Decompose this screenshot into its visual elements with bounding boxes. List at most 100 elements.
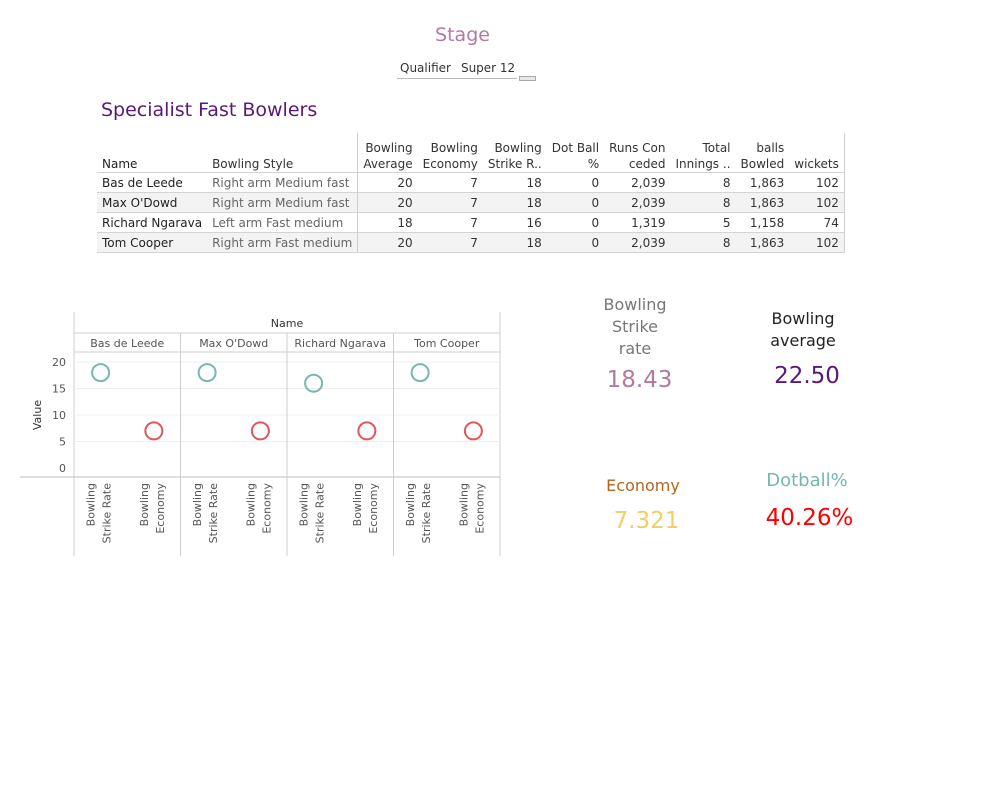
measure-label: Bowling [138, 483, 151, 526]
table-cell: 1,863 [735, 172, 790, 193]
table-cell: 74 [789, 212, 845, 233]
data-point [144, 421, 164, 441]
column-header[interactable]: Bowling Average [358, 133, 418, 173]
data-point [410, 363, 430, 383]
y-tick-label: 15 [52, 383, 66, 396]
column-header-line: Bowled [740, 157, 785, 171]
y-tick-label: 10 [52, 409, 66, 422]
data-point [91, 363, 111, 383]
column-header-line: Dot Ball [551, 141, 600, 155]
kpi-average-value: 22.50 [774, 363, 840, 389]
kpi-strike-rate-label-2: Strike [612, 317, 658, 336]
column-header[interactable]: Bowling Economy [418, 133, 483, 173]
table-cell: 5 [670, 212, 736, 233]
stage-filter-title: Stage [435, 24, 490, 46]
table-row[interactable]: Max O'Dowd Right arm Medium fast 20 7 18 0 2,0… [97, 192, 845, 213]
table-cell: 18 [482, 192, 547, 213]
table-row[interactable]: Tom Cooper Right arm Fast medium 20 7 18 0 2,0… [97, 232, 845, 253]
kpi-dotball: Dotball% 40.26% [757, 470, 857, 531]
column-header[interactable]: wickets [789, 133, 845, 173]
column-header-line: % [587, 157, 600, 171]
column-header-line: Average [363, 157, 413, 171]
table-cell: 0 [546, 232, 605, 253]
table-cell: 1,158 [735, 212, 790, 233]
table-cell: 1,863 [735, 232, 790, 253]
measure-label: Economy [154, 483, 167, 534]
kpi-dotball-label: Dotball% [766, 470, 848, 491]
kpi-average-label-1: Bowling [771, 309, 835, 328]
table-row[interactable]: Bas de Leede Right arm Medium fast 20 7 18 0 2… [97, 172, 845, 193]
measure-label: Economy [260, 483, 273, 534]
stage-filter[interactable]: Qualifier Super 12 [400, 61, 525, 75]
column-header[interactable]: Dot Ball% [547, 133, 604, 173]
y-tick-label: 20 [52, 356, 66, 369]
column-header[interactable]: Runs Con ceded [604, 133, 670, 173]
kpi-dotball-value: 40.26% [765, 505, 854, 531]
y-tick-label: 0 [59, 462, 66, 475]
column-header-line: Total [702, 141, 731, 155]
table-cell: Bas de Leede [97, 172, 208, 193]
kpi-strike-rate-label-1: Bowling [603, 295, 667, 314]
table-cell: 18 [357, 212, 418, 233]
measure-label: Strike Rate [314, 483, 327, 544]
table-cell: 16 [482, 212, 547, 233]
table-cell: Right arm Fast medium [207, 232, 359, 253]
stage-filter-underline [397, 78, 517, 79]
table-cell: 0 [546, 192, 605, 213]
pane-label: Tom Cooper [413, 337, 480, 350]
measure-label: Economy [473, 483, 486, 534]
kpi-strike-rate-label-3: rate [618, 339, 652, 358]
table-title: Specialist Fast Bowlers [101, 99, 318, 121]
column-header-line: Bowling [430, 141, 478, 155]
table-cell: 18 [482, 232, 547, 253]
table-cell: 102 [789, 232, 845, 253]
column-header[interactable]: balls Bowled [736, 133, 790, 173]
pane-label: Bas de Leede [90, 337, 164, 350]
measure-label: Strike Rate [420, 483, 433, 544]
column-header-line: wickets [794, 157, 839, 171]
table-cell: 20 [357, 192, 418, 213]
table-cell: 1,319 [604, 212, 671, 233]
column-header[interactable]: Total Innings .. [671, 133, 736, 173]
table-cell: 7 [417, 212, 483, 233]
table-cell: Max O'Dowd [97, 192, 208, 213]
table-cell: 20 [357, 172, 418, 193]
measure-label: Strike Rate [101, 483, 114, 544]
data-point [197, 363, 217, 383]
table-cell: 2,039 [604, 232, 671, 253]
measure-label: Economy [367, 483, 380, 534]
column-header-line: Economy [422, 157, 478, 171]
table-row[interactable]: Richard Ngarava Left arm Fast medium 18 7 16… [97, 212, 845, 233]
measure-label: Bowling [191, 483, 204, 526]
table-cell: Right arm Medium fast [207, 172, 359, 193]
column-header[interactable]: Bowling Style [207, 133, 359, 173]
table-cell: 7 [417, 172, 483, 193]
table-cell: 8 [670, 232, 736, 253]
chart-y-axis-label: Value [31, 400, 44, 430]
stage-dropdown-button[interactable] [519, 76, 536, 81]
table-cell: 2,039 [604, 192, 671, 213]
kpi-strike-rate-value: 18.43 [606, 367, 673, 393]
kpi-economy-label: Economy [606, 476, 680, 495]
stage-option-super-12[interactable]: Super 12 [460, 61, 516, 75]
table-cell: 20 [357, 232, 418, 253]
column-header[interactable]: Name [97, 133, 207, 173]
column-header-line: Bowling [494, 141, 542, 155]
table-cell: Tom Cooper [97, 232, 208, 253]
table-cell: 8 [670, 192, 736, 213]
table-cell: Richard Ngarava [97, 212, 208, 233]
kpi-strike-rate: Bowling Strike rate 18.43 [585, 294, 685, 393]
column-header-line: Innings .. [675, 157, 731, 171]
measure-label: Bowling [298, 483, 311, 526]
pane-label: Richard Ngarava [294, 337, 386, 350]
column-header[interactable]: Bowling Strike R.. [483, 133, 547, 173]
data-point [304, 373, 324, 393]
bowlers-table: Name Bowling Style Bowling Average Bowling Ec… [97, 133, 845, 253]
table-cell: 8 [670, 172, 736, 193]
data-point [357, 421, 377, 441]
table-cell: Right arm Medium fast [207, 192, 359, 213]
kpi-economy: Economy 7.321 [593, 475, 693, 534]
stage-option-qualifier[interactable]: Qualifier [400, 61, 451, 75]
measure-label: Strike Rate [207, 483, 220, 544]
